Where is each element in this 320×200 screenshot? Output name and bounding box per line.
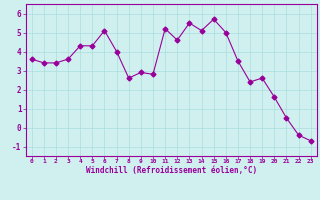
- X-axis label: Windchill (Refroidissement éolien,°C): Windchill (Refroidissement éolien,°C): [86, 166, 257, 175]
